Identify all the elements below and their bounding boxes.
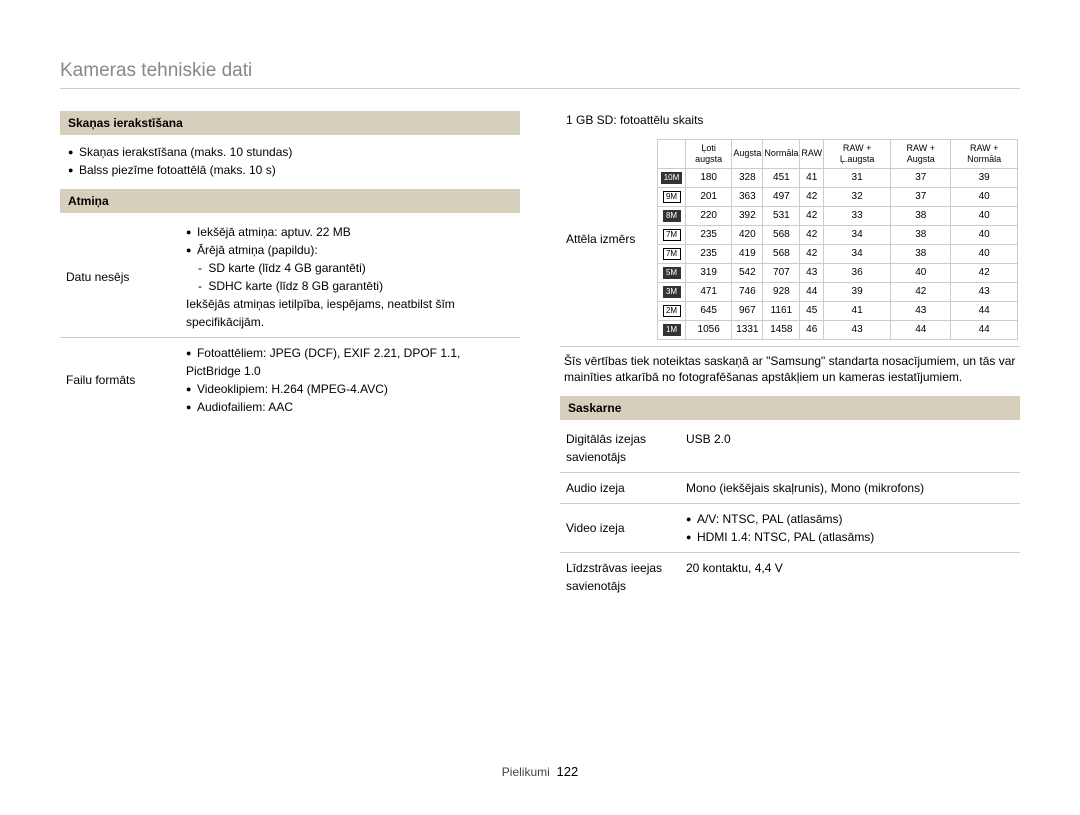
- megapixel-icon: 3M: [663, 286, 681, 298]
- image-size-label: Attēla izmērs: [562, 139, 657, 340]
- spec-label: Video izeja: [566, 510, 686, 546]
- spec-label: Līdzstrāvas ieejas savienotājs: [566, 559, 686, 595]
- table-header: RAW + Augsta: [891, 140, 951, 169]
- table-row: 10M18032845141313739: [658, 168, 1018, 187]
- table-row: 7M23541956842343840: [658, 244, 1018, 263]
- megapixel-icon: 9M: [663, 191, 681, 203]
- sd-title: 1 GB SD: fotoattēlu skaits: [560, 111, 1020, 133]
- megapixel-icon: 5M: [663, 267, 681, 279]
- table-header: RAW + Normāla: [951, 140, 1018, 169]
- spec-value: Iekšējā atmiņa: aptuv. 22 MBĀrējā atmiņa…: [186, 223, 514, 331]
- table-header: Ļoti augsta: [686, 140, 732, 169]
- spec-label: Failu formāts: [66, 344, 186, 416]
- megapixel-icon: 8M: [663, 210, 681, 222]
- spec-value: Mono (iekšējais skaļrunis), Mono (mikrof…: [686, 479, 1014, 497]
- megapixel-icon: 1M: [663, 324, 681, 336]
- spec-row: Datu nesējsIekšējā atmiņa: aptuv. 22 MBĀ…: [60, 217, 520, 338]
- right-column: 1 GB SD: fotoattēlu skaits Attēla izmērs…: [560, 111, 1020, 601]
- section-header-interface: Saskarne: [560, 396, 1020, 420]
- spec-value: USB 2.0: [686, 430, 1014, 466]
- spec-label: Datu nesējs: [66, 223, 186, 331]
- footer-label: Pielikumi: [502, 765, 550, 779]
- section-header-sound: Skaņas ierakstīšana: [60, 111, 520, 135]
- sound-items: Skaņas ierakstīšana (maks. 10 stundas)Ba…: [60, 139, 520, 189]
- table-row: 2M645967116145414344: [658, 301, 1018, 320]
- megapixel-icon: 10M: [661, 172, 683, 184]
- table-row: 8M22039253142333840: [658, 206, 1018, 225]
- table-row: 7M23542056842343840: [658, 225, 1018, 244]
- spec-label: Audio izeja: [566, 479, 686, 497]
- spec-value: Fotoattēliem: JPEG (DCF), EXIF 2.21, DPO…: [186, 344, 514, 416]
- megapixel-icon: 7M: [663, 229, 681, 241]
- megapixel-icon: 2M: [663, 305, 681, 317]
- table-header: Augsta: [732, 140, 763, 169]
- disclaimer-text: Šīs vērtības tiek noteiktas saskaņā ar "…: [560, 347, 1020, 397]
- table-header: RAW + Ļ.augsta: [824, 140, 891, 169]
- spec-label: Digitālās izejas savienotājs: [566, 430, 686, 466]
- sound-item: Skaņas ierakstīšana (maks. 10 stundas): [68, 143, 512, 161]
- spec-row: Līdzstrāvas ieejas savienotājs20 kontakt…: [560, 553, 1020, 601]
- spec-row: Video izejaA/V: NTSC, PAL (atlasāms)HDMI…: [560, 504, 1020, 553]
- page-footer: Pielikumi 122: [0, 764, 1080, 779]
- megapixel-icon: 7M: [663, 248, 681, 260]
- spec-row: Failu formātsFotoattēliem: JPEG (DCF), E…: [60, 338, 520, 422]
- table-row: 1M10561331145846434444: [658, 320, 1018, 339]
- sound-item: Balss piezīme fotoattēlā (maks. 10 s): [68, 161, 512, 179]
- left-column: Skaņas ierakstīšana Skaņas ierakstīšana …: [60, 111, 520, 601]
- footer-page-number: 122: [556, 764, 578, 779]
- spec-value: 20 kontaktu, 4,4 V: [686, 559, 1014, 595]
- spec-value: A/V: NTSC, PAL (atlasāms)HDMI 1.4: NTSC,…: [686, 510, 1014, 546]
- photo-count-table: Ļoti augstaAugstaNormālaRAWRAW + Ļ.augst…: [657, 139, 1018, 340]
- page-title: Kameras tehniskie dati: [60, 60, 1020, 89]
- table-row: 9M20136349742323740: [658, 187, 1018, 206]
- table-header: RAW: [800, 140, 824, 169]
- table-row: 3M47174692844394243: [658, 282, 1018, 301]
- spec-row: Digitālās izejas savienotājsUSB 2.0: [560, 424, 1020, 473]
- table-header: Normāla: [763, 140, 800, 169]
- table-row: 5M31954270743364042: [658, 263, 1018, 282]
- spec-row: Audio izejaMono (iekšējais skaļrunis), M…: [560, 473, 1020, 504]
- section-header-memory: Atmiņa: [60, 189, 520, 213]
